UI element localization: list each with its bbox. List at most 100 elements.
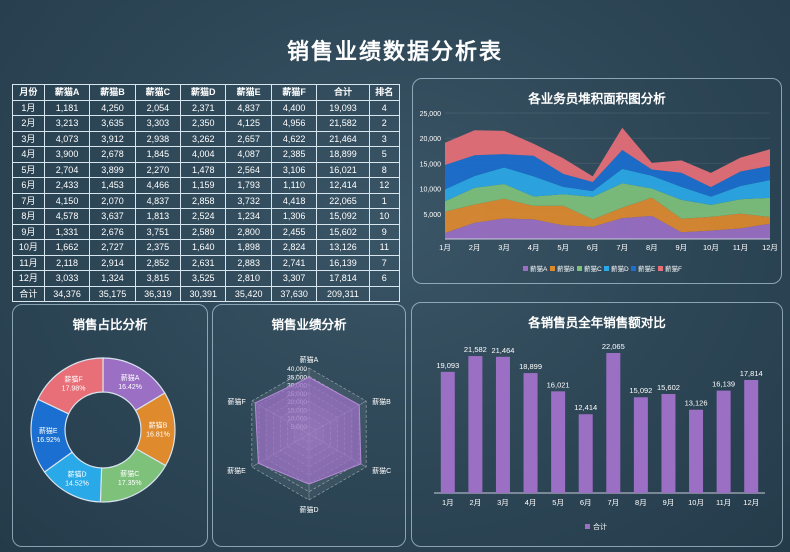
table-cell: 2,938 [134,130,182,147]
table-cell: 3月 [12,130,45,147]
bar-xtick-label: 3月 [497,498,509,507]
area-xtick-label: 6月 [587,243,599,252]
pie-chart: 薪猫A 16.42% 薪猫B 16.81% 薪猫C 17.35% 薪猫D 14.52% 薪猫E 1… [30,357,176,503]
table-cell: 2,852 [134,254,182,271]
pie-slice-name: 薪猫D [67,469,86,478]
table-cell: 13,126 [316,239,370,256]
radar-axis-label: 薪猫B [372,397,391,406]
bar-xtick-label: 8月 [635,498,647,507]
table-cell: 2,657 [225,130,272,147]
area-legend-label: 薪猫D [611,264,629,273]
table-cell: 30,391 [180,285,227,302]
pie-chart-panel: 销售占比分析 薪猫A 16.42% 薪猫B 16.81% 薪猫C 17.35% 薪猫D 14.… [12,304,208,547]
table-cell: 2,676 [89,223,136,240]
table-header-cell: 薪猫D [180,84,227,101]
area-legend-label: 薪猫B [557,264,574,273]
area-series-1 [445,215,770,239]
area-xtick-label: 1月 [439,243,451,252]
table-cell: 2,810 [225,270,272,287]
table-cell: 合计 [12,285,45,302]
table-cell: 6月 [12,177,45,194]
table-cell: 12月 [12,270,45,287]
table-cell: 2,914 [89,254,136,271]
table-cell: 209,311 [316,285,370,302]
table-cell: 2,054 [134,99,182,116]
table-cell: 2,589 [180,223,227,240]
radar-tick-label: 40,000 [287,366,307,373]
area-chart-title: 各业务员堆积面积图分析 [528,92,666,106]
table-cell: 1,453 [89,177,136,194]
pie-slice-label: 16.92% [36,437,60,444]
page-title: 销售业绩数据分析表 [286,39,503,64]
bar-value-label: 15,092 [629,386,652,395]
area-legend-swatch [523,266,528,271]
table-cell: 6 [368,270,401,287]
table-cell: 1月 [12,99,45,116]
pie-slice-label: 17.35% [118,480,142,487]
table-cell: 3,751 [134,223,182,240]
table-cell: 1,898 [225,239,272,256]
bar-xtick-label: 2月 [470,498,482,507]
table-cell: 2,727 [89,239,136,256]
table-cell: 37,630 [270,285,318,302]
bar-xtick-label: 6月 [580,498,592,507]
table-cell: 2,704 [43,161,91,178]
table-cell: 12,414 [316,177,370,194]
pie-slice-label: 16.81% [146,431,170,438]
bar-value-label: 13,126 [685,399,708,408]
area-xtick-label: 4月 [528,243,540,252]
table-cell: 35,175 [89,285,136,302]
table-row: 3月 4,073 3,912 2,938 3,262 2,657 4,622 21,464 3 [12,130,401,147]
table-cell: 19,093 [316,99,370,116]
radar-axis-label: 薪猫E [227,466,246,475]
bar-chart-title: 各销售员全年销售额对比 [528,316,666,330]
table-cell: 2,678 [89,146,136,163]
table-cell: 4,837 [225,99,272,116]
table-cell: 2,883 [225,254,272,271]
table-cell: 4,004 [180,146,227,163]
table-cell: 1,813 [134,208,182,225]
bar-xtick-label: 9月 [663,498,675,507]
bar [661,394,676,493]
table-cell: 4月 [12,146,45,163]
table-row: 11月 2,118 2,914 2,852 2,631 2,883 2,741 16,139 7 [12,254,401,271]
bar-xtick-label: 5月 [552,498,564,507]
bar-value-label: 17,814 [740,369,763,378]
table-header-cell: 薪猫E [225,84,272,101]
bar-xtick-label: 7月 [607,498,619,507]
area-xtick-label: 8月 [646,243,658,252]
bar-chart: 19,093 1月 21,582 2月 21,464 3月 18,899 4月 16,021 5月… [434,342,765,531]
table-cell: 3,033 [43,270,91,287]
table-cell: 8月 [12,208,45,225]
bar-value-label: 21,582 [464,345,487,354]
table-cell: 3,912 [89,130,136,147]
pie-slice-name: 薪猫B [149,420,168,429]
bar [606,353,621,493]
pie-slice-name: 薪猫A [121,373,140,382]
table-cell: 3,262 [180,130,227,147]
table-cell: 3,106 [270,161,318,178]
table-cell: 1,181 [43,99,91,116]
area-legend-label: 薪猫F [665,264,682,273]
bar-value-label: 22,065 [602,342,625,351]
bar [468,356,483,493]
pie-slice-label: 17.98% [62,386,86,393]
table-cell: 4,150 [43,192,91,209]
area-legend-swatch [604,266,609,271]
area-series-3 [445,183,770,220]
bar-xtick-label: 4月 [525,498,537,507]
table-cell: 3,900 [43,146,91,163]
table-row: 12月 3,033 1,324 3,815 3,525 2,810 3,307 17,814 6 [12,270,401,287]
table-cell: 9 [368,223,401,240]
bar-value-label: 18,899 [519,362,542,371]
table-cell: 1,793 [225,177,272,194]
table-cell: 1,331 [43,223,91,240]
table-cell: 3,525 [180,270,227,287]
table-cell: 4,400 [270,99,318,116]
table-cell: 1,159 [180,177,227,194]
bar [689,409,704,493]
table-cell: 2月 [12,115,45,132]
bar-xtick-label: 12月 [743,498,759,507]
table-cell: 1 [368,192,401,209]
table-cell: 3,635 [89,115,136,132]
